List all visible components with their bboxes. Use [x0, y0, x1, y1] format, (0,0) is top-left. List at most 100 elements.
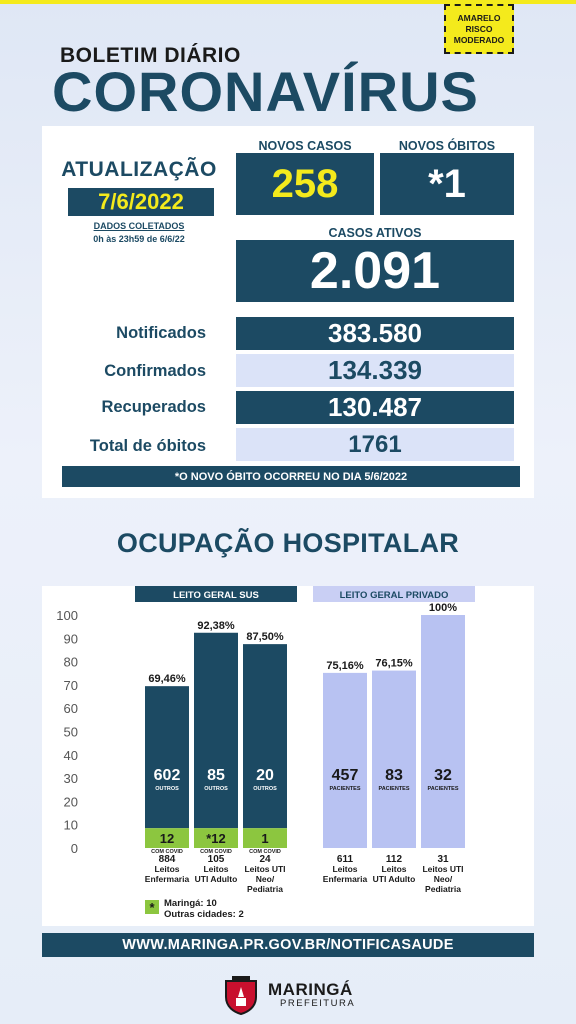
bar-covid-0-0	[145, 828, 189, 848]
y-tick-label-3: 30	[64, 771, 78, 786]
bar-main-value-1-1: 83	[385, 767, 403, 784]
bar-main-value-1-2: 32	[434, 767, 452, 784]
bar-covid-0-2	[243, 828, 287, 848]
bar-category-2-0-2: Neo/	[256, 874, 275, 884]
bar-category-3-0-2: Pediatria	[247, 884, 283, 894]
bar-pct-label-0-0: 69,46%	[148, 673, 186, 685]
bar-category-2-1-0: Enfermaria	[323, 874, 368, 884]
bar-count-0-0: 884	[159, 854, 176, 865]
group-header-label-1: LEITO GERAL PRIVADO	[340, 590, 449, 601]
new-deaths-value: *1	[380, 153, 514, 215]
bar-category-2-0-0: Enfermaria	[145, 874, 190, 884]
risk-line-3: MODERADO	[453, 34, 505, 45]
active-cases-label: CASOS ATIVOS	[328, 226, 422, 240]
y-tick-label-7: 70	[64, 678, 78, 693]
group-header-1	[313, 586, 475, 602]
bar-pct-label-1-2: 100%	[429, 602, 457, 614]
page-title: CORONAVÍRUS	[52, 60, 479, 123]
bar-main-sub-1-0: PACIENTES	[329, 786, 360, 792]
y-tick-label-8: 80	[64, 655, 78, 670]
bar-category-3-1-2: Pediatria	[425, 884, 461, 894]
bar-covid-sub-0-1: COM COVID	[200, 849, 232, 855]
bar-covid-value-0-1: *12	[206, 831, 226, 846]
y-tick-label-6: 60	[64, 701, 78, 716]
risk-line-1: AMARELO	[457, 12, 501, 23]
total-label-deaths: Total de óbitos	[89, 437, 206, 455]
logo-name: MARINGÁ	[268, 980, 353, 999]
death-note: *O NOVO ÓBITO OCORREU NO DIA 5/6/2022	[62, 466, 520, 487]
total-value-deaths: 1761	[236, 428, 514, 461]
group-header-0	[135, 586, 297, 602]
bar-main-sub-0-0: OUTROS	[155, 786, 179, 792]
y-tick-label-2: 20	[64, 794, 78, 809]
bar-count-0-2: 24	[259, 854, 271, 865]
bar-others-0-2	[243, 644, 287, 829]
new-deaths-label: NOVOS ÓBITOS	[398, 139, 496, 153]
bar-count-0-1: 105	[208, 854, 225, 865]
active-cases-value: 2.091	[236, 240, 514, 302]
bar-pct-label-1-0: 75,16%	[326, 660, 364, 672]
bar-category-1-1-1: Leitos	[381, 864, 406, 874]
total-value-recovered: 130.487	[236, 391, 514, 424]
bar-main-sub-1-2: PACIENTES	[427, 786, 458, 792]
bar-count-1-0: 611	[337, 854, 354, 865]
logo-subtitle: PREFEITURA	[280, 998, 356, 1009]
y-tick-label-1: 10	[64, 818, 78, 833]
new-cases-label: NOVOS CASOS	[258, 139, 352, 153]
total-value-confirmed: 134.339	[236, 354, 514, 387]
total-label-notified: Notificados	[116, 324, 206, 342]
bar-covid-sub-0-2: COM COVID	[249, 849, 281, 855]
bar-1-0	[323, 672, 367, 848]
y-tick-label-0: 0	[71, 841, 78, 856]
bar-1-1	[372, 670, 416, 848]
bulletin-subtitle: BOLETIM DIÁRIO	[60, 44, 241, 67]
bar-main-value-0-1: 85	[207, 767, 225, 784]
top-accent-line	[0, 0, 576, 4]
bar-main-sub-0-1: OUTROS	[204, 786, 228, 792]
bar-category-2-1-1: UTI Adulto	[373, 874, 416, 884]
bar-main-sub-1-1: PACIENTES	[378, 786, 409, 792]
legend-line-2: Outras cidades: 2	[164, 909, 244, 920]
bar-main-sub-0-2: OUTROS	[253, 786, 277, 792]
y-tick-label-9: 90	[64, 631, 78, 646]
group-header-label-0: LEITO GERAL SUS	[173, 590, 259, 601]
bar-covid-value-0-0: 12	[160, 831, 174, 846]
bar-category-1-0-1: Leitos	[203, 864, 228, 874]
bar-category-2-0-1: UTI Adulto	[195, 874, 238, 884]
bar-main-value-0-2: 20	[256, 767, 274, 784]
bar-pct-label-1-1: 76,15%	[375, 658, 413, 670]
update-label: ATUALIZAÇÃO	[61, 158, 217, 181]
city-crest-icon	[225, 976, 257, 1015]
bar-1-2	[421, 615, 465, 848]
section-title: OCUPAÇÃO HOSPITALAR	[116, 528, 460, 558]
bar-count-1-1: 112	[386, 854, 403, 865]
y-tick-label-10: 100	[56, 608, 78, 623]
bar-covid-value-0-2: 1	[261, 831, 268, 846]
y-tick-label-5: 50	[64, 725, 78, 740]
collection-range: 0h às 23h59 de 6/6/22	[93, 234, 185, 244]
bar-pct-label-0-2: 87,50%	[246, 631, 284, 643]
bar-category-1-0-2: Leitos UTI	[244, 864, 285, 874]
bar-category-1-1-2: Leitos UTI	[422, 864, 463, 874]
risk-level-badge: AMARELO RISCO MODERADO	[444, 4, 514, 54]
footer-url: WWW.MARINGA.PR.GOV.BR/NOTIFICASAUDE	[42, 933, 534, 957]
bar-count-1-2: 31	[437, 854, 449, 865]
bar-main-value-1-0: 457	[332, 767, 359, 784]
y-tick-label-4: 40	[64, 748, 78, 763]
total-label-confirmed: Confirmados	[104, 362, 206, 380]
total-value-notified: 383.580	[236, 317, 514, 350]
legend-marker: *	[149, 900, 155, 915]
bar-category-2-1-2: Neo/	[434, 874, 453, 884]
update-date: 7/6/2022	[68, 188, 214, 216]
bar-others-0-1	[194, 632, 238, 829]
bar-main-value-0-0: 602	[154, 767, 181, 784]
risk-line-2: RISCO	[465, 23, 493, 34]
bar-pct-label-0-1: 92,38%	[197, 620, 235, 632]
bar-category-1-0-0: Leitos	[154, 864, 179, 874]
hospital-occupancy-chart: 0 10 20 30 40 50 60 70 80 90 100 LEITO GERAL SUS 12 C…	[56, 586, 475, 920]
bar-category-1-1-0: Leitos	[332, 864, 357, 874]
collection-info: DADOS COLETADOS 0h às 23h59 de 6/6/22	[58, 220, 220, 246]
legend-line-1: Maringá: 10	[164, 898, 217, 909]
legend-swatch	[145, 900, 159, 914]
bar-covid-0-1	[194, 828, 238, 848]
